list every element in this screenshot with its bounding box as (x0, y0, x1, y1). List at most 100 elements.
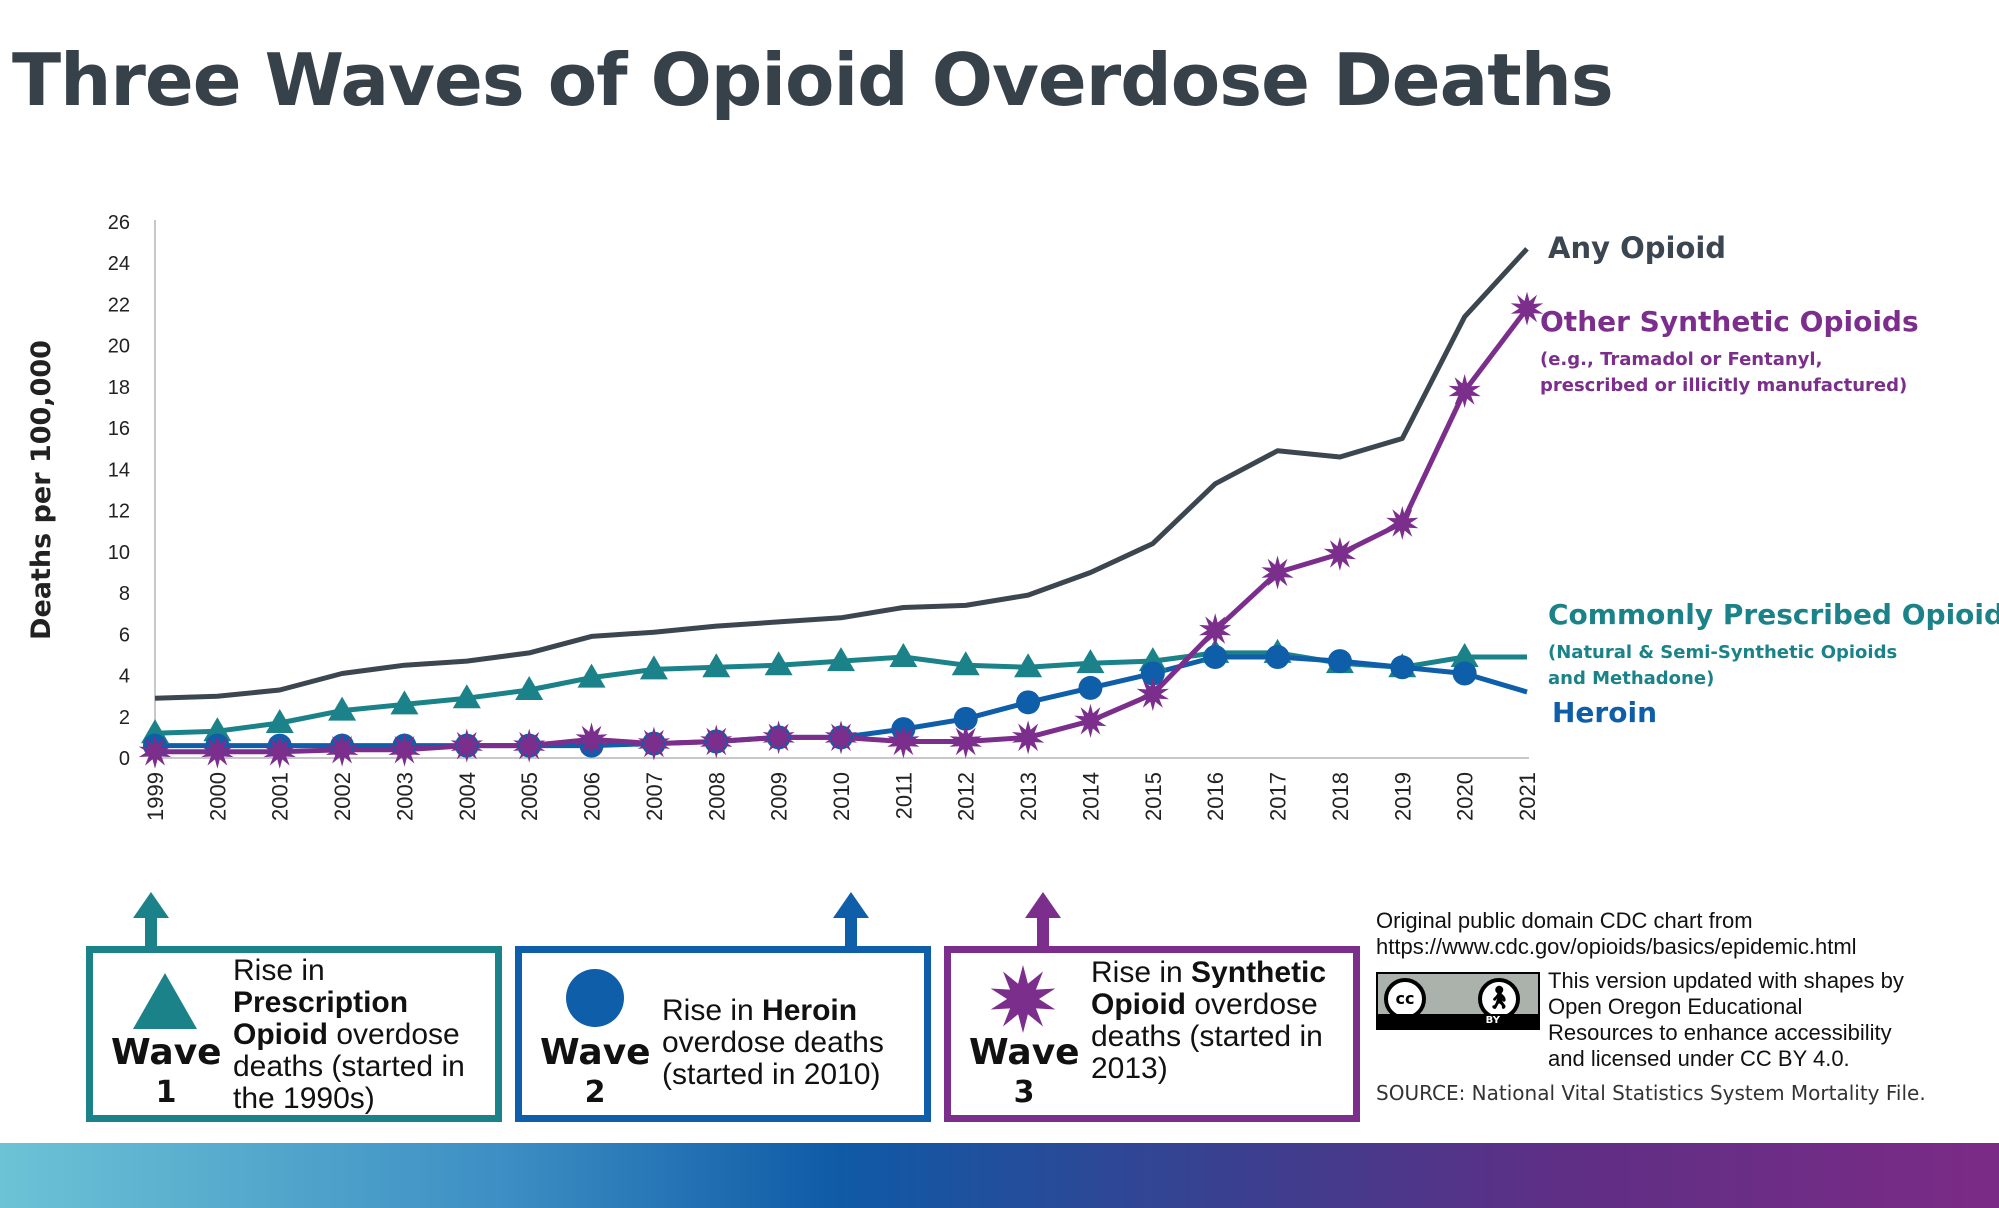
star-marker (1386, 506, 1419, 540)
y-tick-label: 0 (119, 748, 130, 770)
triangle-marker (515, 675, 544, 700)
cc-by-label: BY (1485, 1015, 1500, 1026)
triangle-marker (390, 690, 419, 715)
x-tick-label: 2016 (1203, 772, 1228, 821)
star-marker (1261, 555, 1294, 590)
updated-credit: This version updated with shapes by Open… (1548, 968, 1904, 1071)
x-tick-label: 2005 (517, 772, 542, 821)
triangle-marker (639, 655, 668, 680)
original-credit: Original public domain CDC chart from ht… (1376, 908, 1857, 959)
wave-2-description: Rise in Heroin overdose deaths (started … (662, 994, 884, 1091)
series-note: (e.g., Tramadol or Fentanyl, (1540, 349, 1822, 370)
wave-2-arrow-icon (833, 892, 869, 948)
triangle-marker (265, 708, 294, 733)
x-tick-label: 2003 (392, 772, 417, 821)
triangle-marker (827, 647, 855, 672)
y-tick-label: 2 (119, 707, 130, 729)
wave-1-number: 1 (155, 1075, 177, 1110)
star-icon (990, 965, 1056, 1033)
x-tick-label: 2019 (1390, 772, 1415, 821)
star-marker (1510, 291, 1544, 326)
star-marker (700, 724, 733, 759)
y-tick-label: 26 (108, 212, 130, 234)
star-marker (450, 728, 483, 763)
x-tick-label: 2009 (767, 772, 792, 821)
y-tick-label: 12 (108, 501, 130, 523)
wave-3-word: Wave (969, 1032, 1080, 1073)
series-label: Heroin (1552, 696, 1657, 729)
star-marker (1323, 536, 1357, 571)
star-marker (1199, 613, 1232, 648)
series-note: (Natural & Semi-Synthetic Opioids (1548, 642, 1897, 663)
star-marker (513, 728, 546, 763)
star-marker (762, 720, 795, 755)
x-tick-label: 2012 (954, 772, 979, 821)
circle-marker (1452, 661, 1477, 686)
star-marker (138, 734, 172, 769)
star-marker (1011, 720, 1045, 755)
triangle-icon (133, 973, 197, 1029)
circle-icon (566, 969, 624, 1027)
star-marker (575, 722, 608, 757)
wave-2-word: Wave (540, 1032, 651, 1073)
star-marker (637, 726, 671, 761)
circle-marker (1203, 644, 1228, 669)
triangle-marker (1014, 653, 1043, 678)
star-marker (887, 724, 920, 759)
x-tick-label: 2006 (580, 772, 605, 821)
triangle-marker (1076, 649, 1105, 674)
circle-marker (1078, 675, 1103, 700)
star-marker (1448, 374, 1481, 408)
x-tick-label: 2000 (205, 772, 230, 821)
circle-marker (1327, 649, 1352, 674)
person-icon: 🚶︎ (1478, 978, 1520, 1020)
series-line-other-synthetic-opioids (155, 307, 1529, 755)
source-note: SOURCE: National Vital Statistics System… (1376, 1081, 1926, 1105)
wave-1-description: Rise in Prescription Opioid overdose dea… (233, 954, 465, 1115)
cc-icon: cc (1384, 978, 1426, 1020)
triangle-marker (203, 717, 232, 742)
circle-marker (953, 706, 978, 731)
page-title: Three Waves of Opioid Overdose Deaths (12, 38, 1614, 122)
wave-2-box: Wave 2 Rise in Heroin overdose deaths (s… (515, 946, 931, 1122)
triangle-marker (702, 653, 731, 678)
x-tick-label: 2014 (1078, 772, 1103, 821)
y-tick-label: 14 (108, 459, 130, 481)
star-marker (824, 720, 858, 755)
x-tick-label: 2015 (1141, 772, 1166, 821)
wave-3-number: 3 (1013, 1075, 1035, 1110)
star-marker (201, 734, 234, 769)
y-tick-label: 20 (108, 336, 130, 358)
x-tick-label: 2001 (268, 772, 293, 821)
y-tick-label: 6 (119, 624, 130, 646)
series-note: and Methadone) (1548, 668, 1714, 689)
star-marker (325, 732, 359, 767)
star-marker (263, 734, 296, 769)
x-tick-label: 2013 (1016, 772, 1041, 821)
circle-marker (1390, 655, 1415, 680)
x-tick-label: 2021 (1515, 772, 1540, 821)
triangle-marker (764, 651, 793, 676)
y-tick-label: 16 (108, 418, 130, 440)
wave-1-word: Wave (111, 1032, 222, 1073)
triangle-marker (577, 663, 606, 688)
decorative-gradient-band (0, 1143, 1999, 1208)
x-tick-label: 2011 (891, 772, 916, 819)
series-line-any-opioid (154, 247, 1529, 701)
triangle-marker (328, 696, 357, 721)
series-label: Other Synthetic Opioids (1540, 305, 1919, 338)
circle-marker (1265, 644, 1290, 669)
cc-by-badge[interactable]: cc 🚶︎ BY (1376, 972, 1540, 1030)
star-marker (949, 724, 982, 759)
x-tick-label: 2007 (642, 772, 667, 821)
triangle-marker (452, 684, 481, 709)
y-tick-label: 4 (119, 666, 130, 688)
circle-marker (1016, 690, 1041, 715)
x-tick-label: 2020 (1453, 772, 1478, 821)
x-tick-label: 1999 (143, 772, 168, 821)
series-note: prescribed or illicitly manufactured) (1540, 375, 1907, 396)
cdc-link[interactable]: https://www.cdc.gov/opioids/basics/epide… (1376, 934, 1857, 959)
wave-3-box: Wave 3 Rise in Synthetic Opioid overdose… (944, 946, 1360, 1122)
series-label: Any Opioid (1548, 231, 1726, 265)
